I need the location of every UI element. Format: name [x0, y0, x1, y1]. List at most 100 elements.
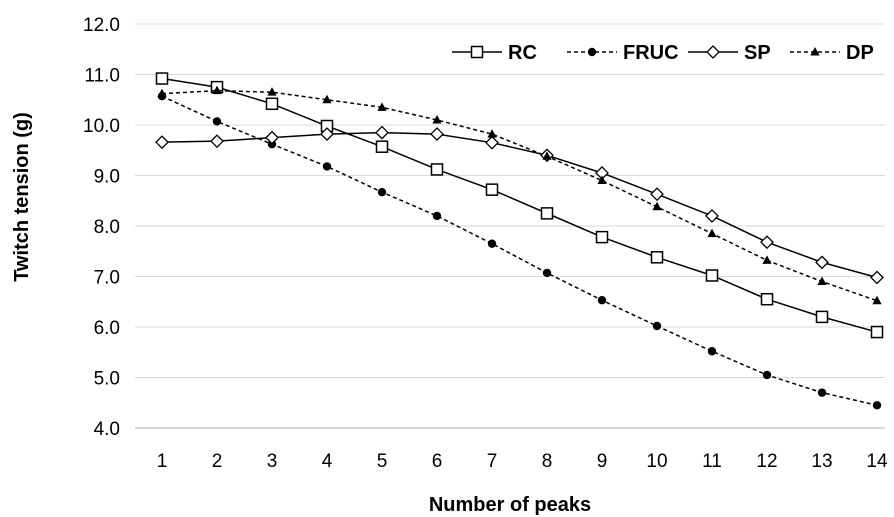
y-tick-label: 9.0	[94, 167, 120, 188]
y-tick-label: 8.0	[94, 217, 120, 238]
data-point-sp	[320, 127, 334, 142]
axes: 4.05.06.07.08.09.010.011.012.01 2 3 4 5 6 7 8 9 1…	[83, 15, 888, 472]
data-point-fruc	[212, 117, 222, 126]
data-point-sp	[815, 255, 829, 270]
data-point-rc	[485, 183, 499, 196]
data-point-dp	[652, 201, 662, 211]
legend-label-sp: SP	[744, 42, 771, 64]
series-line-dp	[161, 89, 878, 302]
legend-marker-sp	[706, 45, 720, 59]
data-point-rc	[870, 325, 884, 339]
data-point-dp	[267, 87, 277, 96]
series-sp	[155, 125, 884, 285]
x-tick-label: 2	[212, 451, 223, 472]
gridlines	[135, 23, 885, 378]
y-tick-label: 7.0	[94, 268, 120, 289]
data-point-rc	[705, 269, 719, 282]
series-line-rc	[161, 77, 878, 333]
data-point-fruc	[872, 401, 882, 410]
data-point-dp	[432, 114, 442, 124]
x-tick-label: 9	[597, 451, 608, 472]
data-point-dp	[377, 102, 387, 111]
data-point-sp	[760, 235, 774, 250]
x-tick-label: 14	[866, 451, 888, 472]
legend-label-rc: RC	[508, 42, 537, 64]
data-point-dp	[157, 88, 167, 98]
legend-marker-rc	[470, 45, 484, 59]
data-point-sp	[210, 134, 224, 149]
legend-label-fruc: FRUC	[623, 42, 679, 64]
x-tick-label: 12	[756, 451, 777, 472]
x-tick-label: 13	[811, 451, 832, 472]
data-point-dp	[597, 175, 607, 185]
data-point-rc	[815, 310, 829, 324]
data-point-rc	[760, 292, 774, 306]
series-line-fruc	[161, 95, 878, 407]
data-point-fruc	[707, 347, 717, 356]
data-point-sp	[650, 187, 664, 202]
data-point-dp	[707, 228, 717, 238]
data-point-sp	[430, 127, 444, 142]
data-point-dp	[762, 255, 772, 264]
x-tick-label: 4	[322, 451, 333, 472]
x-tick-label: 10	[646, 451, 667, 472]
data-point-rc	[155, 72, 169, 85]
y-tick-label: 10.0	[83, 116, 120, 137]
y-tick-label: 5.0	[94, 369, 120, 390]
data-point-sp	[265, 130, 279, 145]
x-tick-label: 3	[267, 451, 278, 472]
data-point-sp	[155, 135, 169, 150]
data-point-fruc	[377, 187, 387, 197]
x-tick-label: 1	[157, 451, 168, 472]
data-point-dp	[212, 85, 222, 95]
legend: RC FRUC SP DP	[452, 42, 874, 64]
legend-item-rc: RC	[452, 42, 537, 64]
legend-label-dp: DP	[846, 42, 874, 64]
series-rc	[155, 72, 884, 339]
legend-item-fruc: FRUC	[567, 42, 679, 64]
data-point-fruc	[597, 296, 607, 305]
series-line-sp	[161, 131, 878, 279]
series-fruc	[157, 92, 882, 410]
data-point-sp	[870, 270, 884, 285]
data-point-fruc	[432, 211, 442, 221]
y-tick-label: 12.0	[83, 15, 120, 36]
x-tick-label: 6	[432, 451, 443, 472]
data-point-rc	[265, 97, 279, 111]
data-point-fruc	[817, 388, 827, 397]
y-tick-label: 4.0	[94, 419, 120, 440]
data-point-sp	[485, 135, 499, 150]
data-point-dp	[322, 94, 332, 104]
data-point-rc	[540, 207, 554, 220]
data-point-rc	[595, 230, 609, 244]
y-tick-label: 6.0	[94, 318, 120, 339]
data-series	[155, 72, 884, 410]
data-point-dp	[487, 129, 497, 138]
y-axis-title: Twitch tension (g)	[11, 112, 33, 282]
data-point-fruc	[487, 239, 497, 248]
legend-item-dp: DP	[790, 42, 874, 64]
x-tick-label: 5	[377, 451, 388, 472]
data-point-rc	[650, 251, 664, 264]
data-point-dp	[817, 276, 827, 286]
data-point-dp	[872, 295, 882, 305]
data-point-sp	[705, 208, 719, 223]
data-point-rc	[430, 163, 444, 176]
y-tick-label: 11.0	[84, 66, 120, 87]
series-dp	[157, 85, 882, 305]
data-point-fruc	[542, 268, 552, 278]
data-point-rc	[375, 140, 389, 153]
legend-marker-dp	[810, 47, 820, 56]
x-tick-label: 11	[702, 451, 722, 472]
legend-marker-fruc	[587, 47, 597, 57]
x-tick-label: 8	[542, 451, 553, 472]
data-point-fruc	[322, 162, 332, 171]
data-point-fruc	[652, 321, 662, 331]
x-tick-label: 7	[487, 451, 498, 472]
data-point-dp	[542, 151, 552, 160]
legend-item-sp: SP	[688, 42, 771, 64]
data-point-sp	[375, 125, 389, 140]
x-axis-title: Number of peaks	[429, 494, 591, 516]
